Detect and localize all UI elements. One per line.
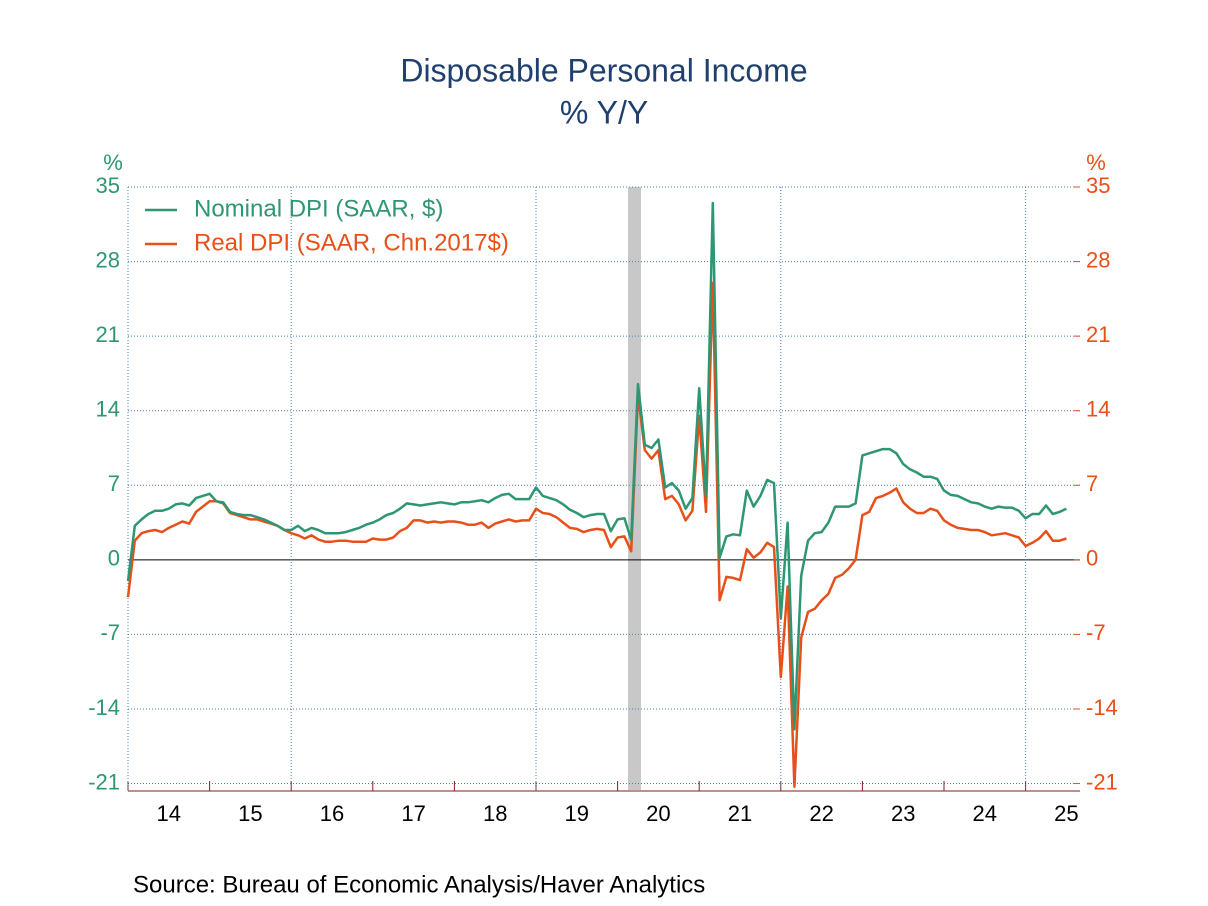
x-tick-label: 18 xyxy=(483,801,507,826)
chart-title: Disposable Personal Income xyxy=(400,52,807,88)
y-tick-label: 21 xyxy=(96,322,120,347)
x-tick-label: 20 xyxy=(646,801,670,826)
series-line xyxy=(126,201,1067,731)
x-tick-label: 21 xyxy=(728,801,752,826)
y-tick-label: 14 xyxy=(96,397,120,422)
y2-tick-label: 28 xyxy=(1086,247,1110,272)
y-unit-label: % xyxy=(103,150,123,175)
y-tick-label: 7 xyxy=(108,471,120,496)
x-tick-label: 24 xyxy=(973,801,997,826)
x-tick-label: 23 xyxy=(891,801,915,826)
legend-label: Nominal DPI (SAAR, $) xyxy=(194,195,443,222)
y-tick-label: -21 xyxy=(88,769,120,794)
x-tick-label: 15 xyxy=(238,801,262,826)
y2-unit-label: % xyxy=(1086,150,1106,175)
y2-tick-label: 14 xyxy=(1086,397,1110,422)
y-tick-label: -14 xyxy=(88,695,120,720)
y2-tick-label: 35 xyxy=(1086,173,1110,198)
y-tick-label: 28 xyxy=(96,247,120,272)
y2-tick-label: 21 xyxy=(1086,322,1110,347)
y2-tick-label: -7 xyxy=(1086,620,1106,645)
y2-tick-label: 7 xyxy=(1086,471,1098,496)
x-tick-label: 16 xyxy=(320,801,344,826)
y-tick-label: 35 xyxy=(96,173,120,198)
x-tick-label: 25 xyxy=(1054,801,1078,826)
series-line xyxy=(126,281,1067,788)
y-tick-label: -7 xyxy=(100,620,120,645)
chart-subtitle: % Y/Y xyxy=(560,94,648,130)
x-tick-label: 14 xyxy=(157,801,181,826)
y2-tick-label: -14 xyxy=(1086,695,1118,720)
source-note: Source: Bureau of Economic Analysis/Have… xyxy=(133,871,705,898)
x-tick-label: 22 xyxy=(809,801,833,826)
x-tick-label: 19 xyxy=(565,801,589,826)
y2-tick-label: 0 xyxy=(1086,546,1098,571)
y-tick-label: 0 xyxy=(108,546,120,571)
y2-tick-label: -21 xyxy=(1086,769,1118,794)
legend-label: Real DPI (SAAR, Chn.2017$) xyxy=(194,229,509,256)
x-tick-label: 17 xyxy=(401,801,425,826)
